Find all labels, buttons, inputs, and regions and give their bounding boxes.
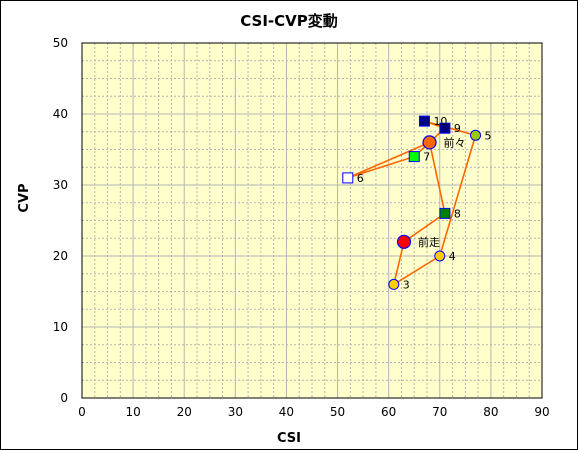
x-tick-labels: 0 10 20 30 40 50 60 70 80 90	[78, 405, 549, 419]
x-tick-label: 90	[534, 405, 549, 419]
x-tick-label: 0	[78, 405, 86, 419]
data-point-3	[388, 278, 400, 290]
x-tick-label: 40	[279, 405, 294, 419]
x-tick-label: 50	[330, 405, 345, 419]
plot-border	[81, 42, 543, 399]
data-point-7	[408, 151, 420, 163]
point-label: 8	[454, 207, 461, 220]
point-label: 5	[485, 129, 492, 142]
point-label: 3	[403, 278, 410, 291]
point-labels: 10 9前々 5 7 6 8 前走 4 3	[357, 115, 492, 291]
point-label: 4	[449, 250, 456, 263]
x-tick-label: 60	[381, 405, 396, 419]
data-point-4	[434, 250, 446, 262]
x-tick-label: 10	[125, 405, 140, 419]
x-tick-label: 70	[432, 405, 447, 419]
y-tick-label: 40	[53, 107, 68, 121]
x-axis-label: CSI	[277, 431, 301, 446]
y-tick-label: 0	[60, 391, 68, 405]
gridlines	[81, 42, 543, 399]
point-label: 10	[433, 115, 447, 128]
x-tick-label: 30	[228, 405, 243, 419]
data-point-10	[418, 115, 430, 127]
data-markers	[342, 115, 482, 290]
y-tick-label: 50	[53, 36, 68, 50]
data-point-前走	[396, 234, 412, 249]
y-tick-labels: 0 10 20 30 40 50	[53, 36, 68, 405]
y-tick-label: 30	[53, 178, 68, 192]
point-label: 前走	[418, 235, 440, 249]
data-point-8	[439, 207, 451, 219]
y-axis-label: CVP	[17, 183, 32, 212]
x-tick-label: 20	[177, 405, 192, 419]
data-point-9	[439, 122, 451, 134]
y-tick-label: 20	[53, 249, 68, 263]
data-point-5	[470, 129, 482, 141]
chart-title: CSI-CVP変動	[240, 12, 338, 30]
point-label: 6	[357, 172, 364, 185]
y-tick-label: 10	[53, 320, 68, 334]
x-tick-label: 80	[483, 405, 498, 419]
point-label: 前々	[444, 135, 466, 149]
data-point-6	[342, 172, 354, 184]
data-point-前々	[422, 135, 437, 150]
point-label: 7	[423, 151, 430, 164]
point-label: 9	[454, 122, 461, 135]
